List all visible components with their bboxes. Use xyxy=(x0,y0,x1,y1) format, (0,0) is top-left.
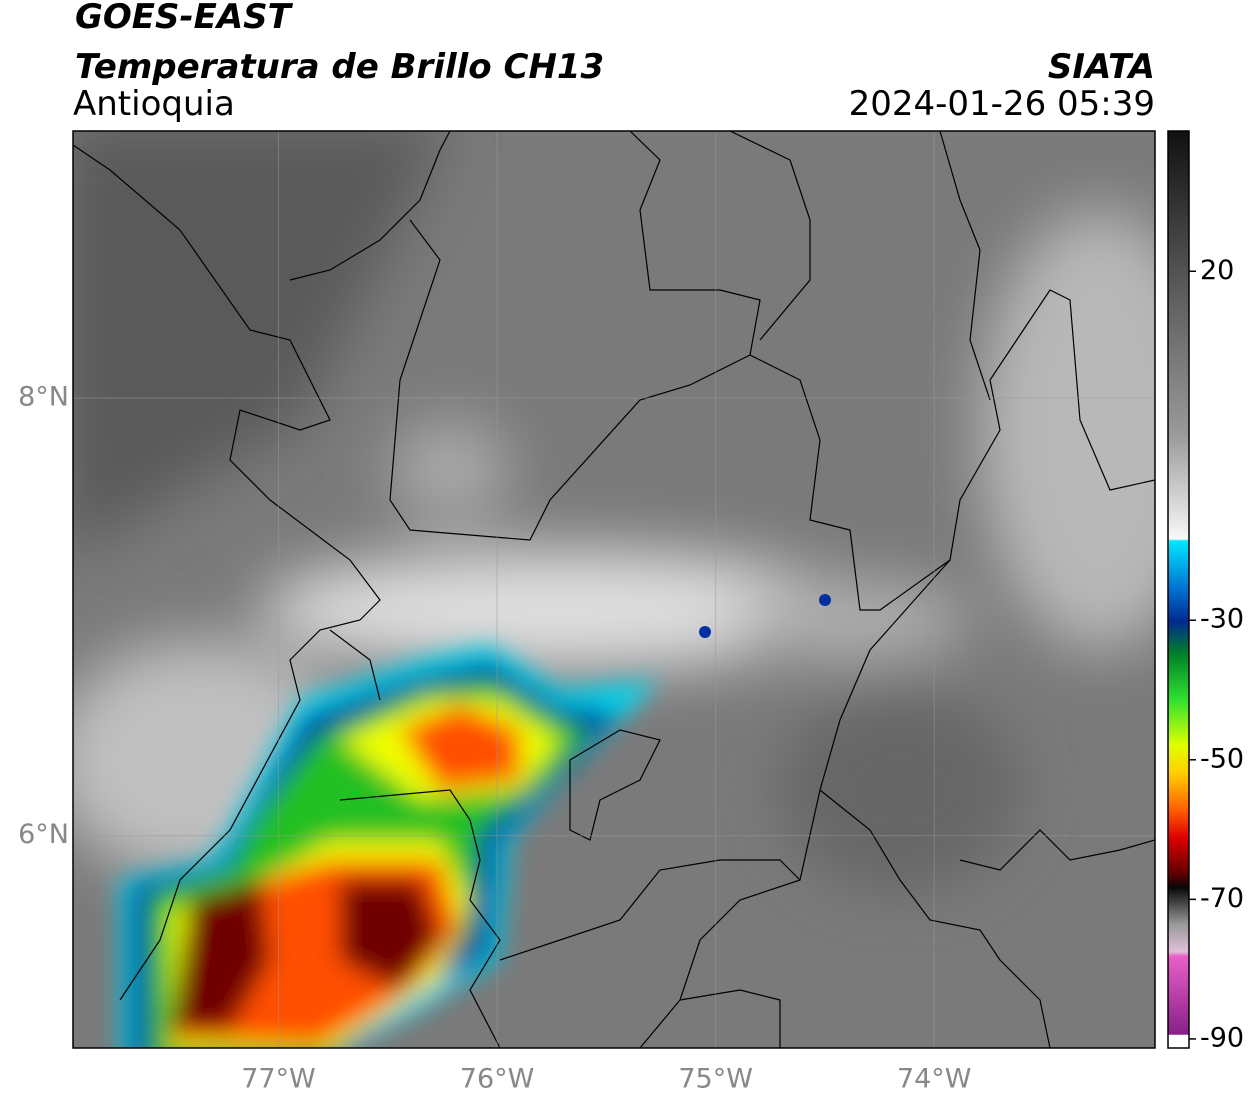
y-tick-label: 8°N xyxy=(18,382,69,413)
colorbar-tick-label: -50 xyxy=(1200,743,1244,774)
colorbar-tick-label: -30 xyxy=(1200,604,1244,635)
subtitle: Temperatura de Brillo CH13 xyxy=(75,47,604,87)
colorbar-tick-label: -70 xyxy=(1200,883,1244,914)
source: SIATA xyxy=(1048,47,1155,87)
map-frame xyxy=(72,130,1156,1049)
x-tick-label: 74°W xyxy=(897,1064,972,1095)
x-tick-label: 75°W xyxy=(678,1064,753,1095)
colorbar xyxy=(1167,130,1190,1049)
colorbar-tick-label: -90 xyxy=(1200,1022,1244,1053)
x-tick-label: 77°W xyxy=(241,1064,316,1095)
map-image xyxy=(73,131,1155,1048)
colorbar-tick-label: 20 xyxy=(1200,255,1234,286)
y-tick-label: 6°N xyxy=(18,819,69,850)
x-tick-label: 76°W xyxy=(460,1064,535,1095)
datetime: 2024-01-26 05:39 xyxy=(849,84,1155,124)
title: GOES-EAST xyxy=(75,0,294,37)
region: Antioquia xyxy=(73,84,235,124)
